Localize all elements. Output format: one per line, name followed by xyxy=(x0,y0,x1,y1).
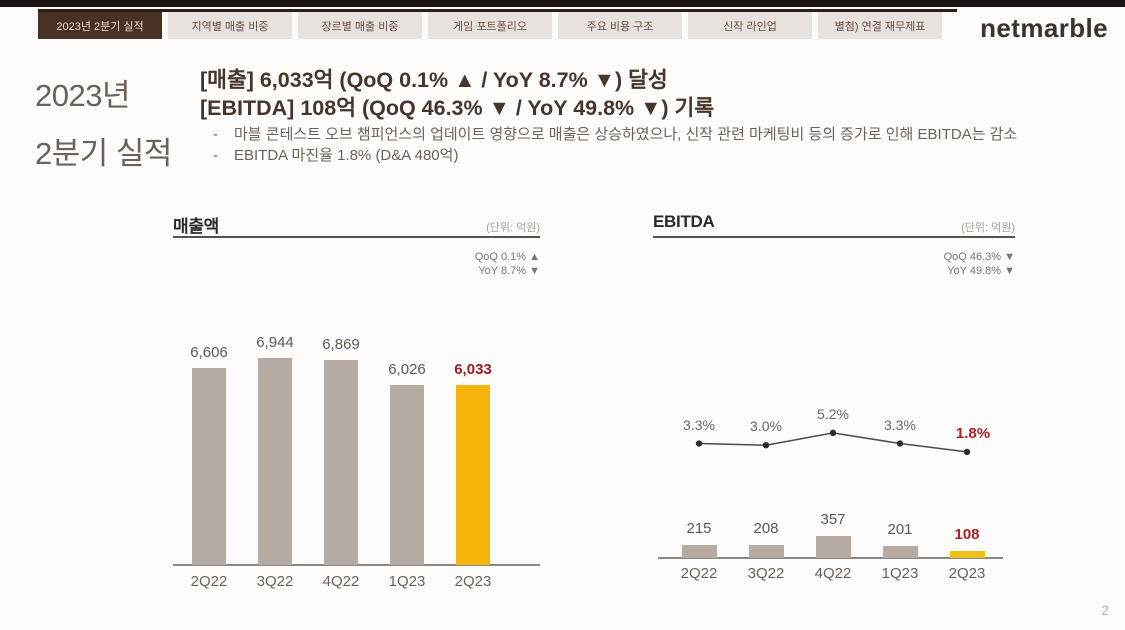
bar-3Q22 xyxy=(748,545,784,558)
bullet-dash: - xyxy=(213,126,218,143)
ebitda-chart-title: EBITDA xyxy=(653,212,715,231)
line-value-label: 1.8% xyxy=(955,424,991,442)
bar-2Q22 xyxy=(192,368,226,565)
revenue-qoq-label: QoQ 0.1% ▲ xyxy=(474,251,540,263)
ebitda-unit-label: (단위: 억원) xyxy=(961,222,1015,234)
revenue-chart-title: 매출액 xyxy=(173,217,220,236)
bar-value-label: 108 xyxy=(954,526,980,543)
x-axis-label: 3Q22 xyxy=(747,565,785,582)
bar-2Q23 xyxy=(949,551,985,558)
x-axis-label: 2Q23 xyxy=(948,565,986,582)
x-axis-label: 2Q22 xyxy=(680,565,718,582)
x-axis-label: 3Q22 xyxy=(256,573,294,590)
bar-value-label: 357 xyxy=(820,511,846,528)
bar-value-label: 6,869 xyxy=(322,336,360,353)
line-point-3Q22 xyxy=(762,442,770,449)
revenue-x-axis xyxy=(173,564,540,566)
x-axis-label: 1Q23 xyxy=(388,573,426,590)
x-axis-label: 4Q22 xyxy=(322,573,360,590)
ebitda-chart-panel: EBITDA (단위: 억원) QoQ 46.3% ▼ YoY 49.8% ▼ … xyxy=(653,210,1015,610)
bar-4Q22 xyxy=(324,360,358,565)
bullet-text: EBITDA 마진율 1.8% (D&A 480억) xyxy=(234,147,459,164)
line-point-2Q23 xyxy=(963,448,971,456)
revenue-chart-panel: 매출액 (단위: 억원) QoQ 0.1% ▲ YoY 8.7% ▼ 6,606… xyxy=(173,210,540,610)
line-value-label: 3.3% xyxy=(884,416,916,433)
page-title-quarter: 2분기 실적 xyxy=(35,136,172,171)
tab-appendix-financial-statements[interactable]: 별첨) 연결 재무제표 xyxy=(818,12,942,39)
tabbar-top-line xyxy=(38,9,957,12)
line-point-2Q22 xyxy=(695,440,703,447)
page-title: 2023년 2분기 실적 xyxy=(35,70,172,173)
bar-value-label: 215 xyxy=(686,520,712,537)
tab-regional-revenue-mix[interactable]: 지역별 매출 비중 xyxy=(168,12,292,39)
bar-value-label: 6,033 xyxy=(454,361,492,378)
x-axis-label: 2Q23 xyxy=(454,573,492,590)
revenue-unit-label: (단위: 억원) xyxy=(486,222,540,234)
ebitda-qoq-label: QoQ 46.3% ▼ xyxy=(943,251,1015,263)
revenue-yoy-label: YoY 8.7% ▼ xyxy=(478,265,540,277)
ebitda-x-axis xyxy=(658,557,1003,559)
bullet-ebitda-margin: - EBITDA 마진율 1.8% (D&A 480억) xyxy=(213,145,1017,166)
headline-revenue: [매출] 6,033억 (QoQ 0.1% ▲ / YoY 8.7% ▼) 달성 xyxy=(200,68,668,92)
tab-genre-revenue-mix[interactable]: 장르별 매출 비중 xyxy=(298,12,422,39)
bar-value-label: 6,026 xyxy=(388,361,426,378)
bullet-revenue-ebitda: - 마블 콘테스트 오브 챔피언스의 업데이트 영향으로 매출은 상승하였으나,… xyxy=(213,124,1017,145)
revenue-chart-header: 매출액 (단위: 억원) xyxy=(173,210,540,238)
netmarble-logo: netmarble xyxy=(980,13,1108,43)
bar-2Q22 xyxy=(681,545,717,558)
headline-ebitda: [EBITDA] 108억 (QoQ 46.3% ▼ / YoY 49.8% ▼… xyxy=(200,96,715,120)
line-value-label: 5.2% xyxy=(817,405,849,422)
x-axis-label: 4Q22 xyxy=(814,565,852,582)
bar-1Q23 xyxy=(882,546,918,558)
line-point-4Q22 xyxy=(829,429,837,437)
ebitda-combo-chart: 215 2Q22 208 3Q22 357 4Q22 201 1Q23 108 2Q23 3.3% 3… xyxy=(653,210,1015,610)
tab-cost-structure[interactable]: 주요 비용 구조 xyxy=(558,12,682,39)
tab-game-portfolio[interactable]: 게임 포트폴리오 xyxy=(428,12,552,39)
revenue-change-labels: QoQ 0.1% ▲ YoY 8.7% ▼ xyxy=(475,250,540,278)
bar-value-label: 201 xyxy=(887,521,913,538)
line-value-label: 3.3% xyxy=(683,416,715,433)
bullet-dash: - xyxy=(213,147,218,164)
tab-new-lineup[interactable]: 신작 라인업 xyxy=(688,12,812,39)
bullet-text: 마블 콘테스트 오브 챔피언스의 업데이트 영향으로 매출은 상승하였으나, 신… xyxy=(234,126,1018,143)
bar-value-label: 208 xyxy=(753,520,779,537)
line-value-label: 3.0% xyxy=(750,418,782,435)
ebitda-chart-header: EBITDA (단위: 억원) xyxy=(653,210,1015,238)
x-axis-label: 1Q23 xyxy=(881,565,919,582)
bar-value-label: 6,944 xyxy=(256,334,294,351)
line-point-1Q23 xyxy=(896,440,904,447)
bar-2Q23 xyxy=(456,385,490,565)
ebitda-yoy-label: YoY 49.8% ▼ xyxy=(947,265,1015,277)
summary-bullets: - 마블 콘테스트 오브 챔피언스의 업데이트 영향으로 매출은 상승하였으나,… xyxy=(213,124,1017,166)
revenue-bar-chart: 6,606 2Q22 6,944 3Q22 6,869 4Q22 6,026 1Q23 6,03… xyxy=(173,210,540,610)
x-axis-label: 2Q22 xyxy=(190,573,228,590)
page-number: 2 xyxy=(1101,602,1109,618)
top-tab-bar: 2023년 2분기 실적 지역별 매출 비중 장르별 매출 비중 게임 포트폴리… xyxy=(38,12,942,39)
top-border xyxy=(0,0,1125,7)
headline: [매출] 6,033억 (QoQ 0.1% ▲ / YoY 8.7% ▼) 달성… xyxy=(200,66,714,122)
tab-2023-q2-results[interactable]: 2023년 2분기 실적 xyxy=(38,12,162,39)
bar-value-label: 6,606 xyxy=(190,344,228,361)
page-title-year: 2023년 xyxy=(35,78,130,113)
ebitda-change-labels: QoQ 46.3% ▼ YoY 49.8% ▼ xyxy=(944,250,1015,278)
bar-3Q22 xyxy=(258,358,292,565)
bar-1Q23 xyxy=(390,385,424,565)
bar-4Q22 xyxy=(815,536,851,558)
